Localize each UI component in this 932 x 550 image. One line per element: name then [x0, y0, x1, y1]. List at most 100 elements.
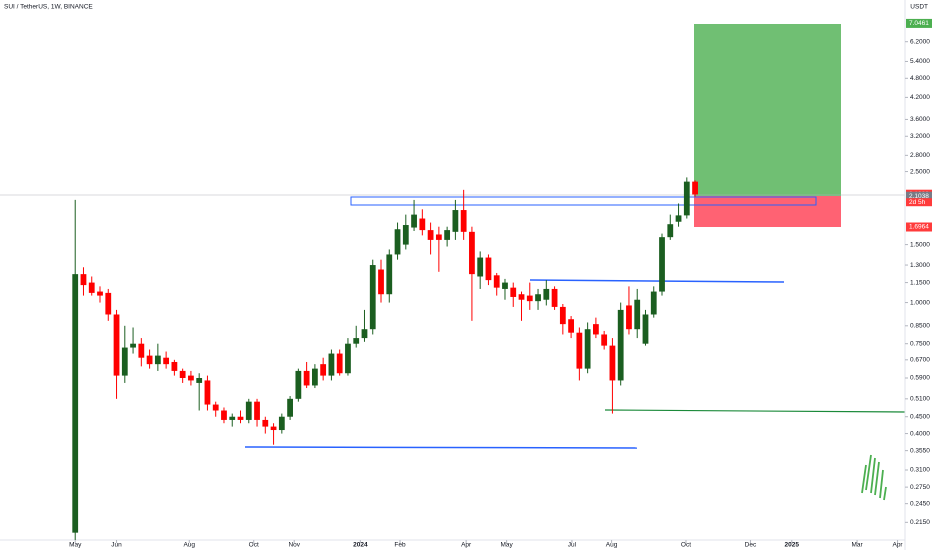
candle-body: [130, 343, 136, 348]
candle-body: [593, 324, 599, 335]
x-tick-label: 2024: [353, 542, 368, 549]
y-tick-label: 0.5100: [910, 396, 930, 403]
price-badge-label: 1.6964: [909, 224, 929, 231]
candle-body: [419, 218, 426, 231]
candle-body: [411, 214, 417, 228]
candle-body: [369, 265, 376, 330]
candle-body: [609, 345, 616, 381]
candle-body: [88, 282, 95, 293]
y-tick-label: 0.8500: [910, 323, 930, 330]
candle-body: [212, 404, 219, 411]
candle-body: [386, 254, 393, 295]
candle-body: [320, 364, 327, 376]
candle-body: [617, 309, 624, 381]
candle-body: [626, 305, 632, 330]
candle-body: [311, 368, 318, 386]
y-tick-label: 2.5000: [910, 168, 930, 175]
candle-body: [493, 275, 500, 288]
y-tick-label: 0.4000: [910, 430, 930, 437]
candle-body: [559, 306, 566, 325]
candle-body: [485, 257, 492, 281]
candle-body: [221, 410, 227, 420]
x-tick-label: 2025: [785, 542, 800, 549]
candle-body: [518, 294, 525, 300]
candle-body: [179, 370, 186, 378]
candle-body: [278, 416, 285, 431]
stop-zone: [694, 196, 841, 227]
support-line: [244, 446, 638, 449]
candle-body: [477, 257, 484, 277]
y-tick-label: 1.1500: [910, 279, 930, 286]
candle-body: [469, 231, 475, 275]
candle-body: [171, 361, 178, 371]
support-line: [604, 409, 906, 413]
x-tick-label: May: [69, 542, 82, 549]
candle-body: [204, 380, 211, 405]
candle-body: [650, 291, 657, 315]
range-box: [350, 196, 817, 206]
candle-body: [353, 338, 360, 344]
candle-body: [435, 234, 442, 240]
icon: [861, 454, 887, 501]
candle-body: [97, 291, 103, 296]
candle-body: [427, 230, 434, 240]
candle-body: [262, 419, 269, 427]
currency: USDT: [910, 4, 928, 11]
candle-body: [402, 225, 409, 245]
y-tick-label: 1.3000: [910, 262, 930, 269]
y-tick-label: 4.2000: [910, 94, 930, 101]
candle-body: [113, 314, 120, 376]
y-tick-label: 0.3100: [910, 467, 930, 474]
candle-body: [642, 314, 649, 344]
x-tick-label: Feb: [394, 542, 406, 549]
candle-body: [667, 224, 674, 238]
countdown: 2d 5h: [909, 199, 926, 206]
candle-body: [138, 343, 145, 358]
price-badge: [906, 191, 932, 201]
y-tick-label: 4.8000: [910, 75, 930, 82]
chart-title: SUI / TetherUS, 1W, BINANCE: [4, 4, 93, 11]
y-tick-label: 1.5000: [910, 241, 930, 248]
candle-body: [303, 370, 310, 386]
candle-body: [535, 294, 541, 302]
price-badge-label: 2.1038: [909, 193, 929, 200]
x-tick-label: Aug: [606, 542, 618, 549]
candle-body: [154, 355, 161, 365]
candle-body: [568, 319, 574, 333]
x-tick-label: Mar: [851, 542, 863, 549]
candle-body: [229, 416, 236, 420]
candle-body: [163, 357, 170, 365]
candle-body: [328, 353, 335, 376]
x-tick-label: Apr: [892, 542, 903, 549]
candle-body: [460, 210, 467, 232]
y-tick-label: 2.8000: [910, 152, 930, 159]
candle-body: [72, 274, 79, 533]
candle-body: [361, 329, 368, 339]
y-tick-label: 0.2750: [910, 484, 930, 491]
candle-body: [526, 295, 533, 302]
countdown-badge: [906, 198, 932, 207]
candle-body: [237, 416, 244, 420]
candle-body: [551, 288, 558, 307]
y-tick-label: 6.2000: [910, 38, 930, 45]
x-tick-label: Jul: [568, 542, 577, 549]
target-zone: [694, 24, 841, 196]
candle-body: [394, 229, 401, 255]
y-tick-label: 0.2450: [910, 500, 930, 507]
x-tick-label: Oct: [249, 542, 259, 549]
price-badge: [906, 222, 932, 232]
candle-body: [295, 370, 302, 399]
candle-body: [452, 210, 459, 232]
candle-body: [444, 230, 451, 240]
y-tick-label: 5.4000: [910, 58, 930, 65]
price-badge: [906, 18, 932, 28]
candle-body: [692, 181, 698, 195]
resistance-line: [529, 279, 785, 283]
candle-body: [634, 299, 641, 330]
candle-body: [683, 181, 690, 216]
candle-body: [584, 329, 591, 369]
candle-body: [659, 237, 665, 292]
x-tick-label: Apr: [461, 542, 472, 549]
